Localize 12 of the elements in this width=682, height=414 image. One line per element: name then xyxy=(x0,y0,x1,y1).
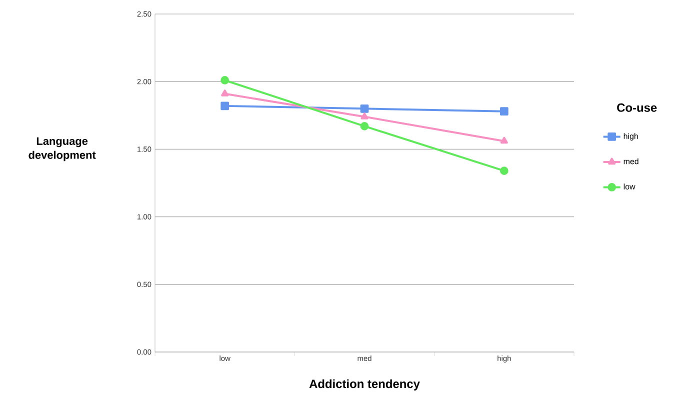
point xyxy=(500,136,508,144)
point xyxy=(360,122,369,130)
point xyxy=(500,166,508,176)
point xyxy=(220,76,230,84)
legend-title: Co-use xyxy=(617,103,657,112)
point xyxy=(220,102,230,110)
y-axis-title: Language development xyxy=(28,137,96,162)
point xyxy=(221,90,229,96)
point xyxy=(500,107,508,116)
point xyxy=(360,112,368,120)
x-axis-title: Addiction tendency xyxy=(309,379,420,390)
point xyxy=(360,104,369,113)
